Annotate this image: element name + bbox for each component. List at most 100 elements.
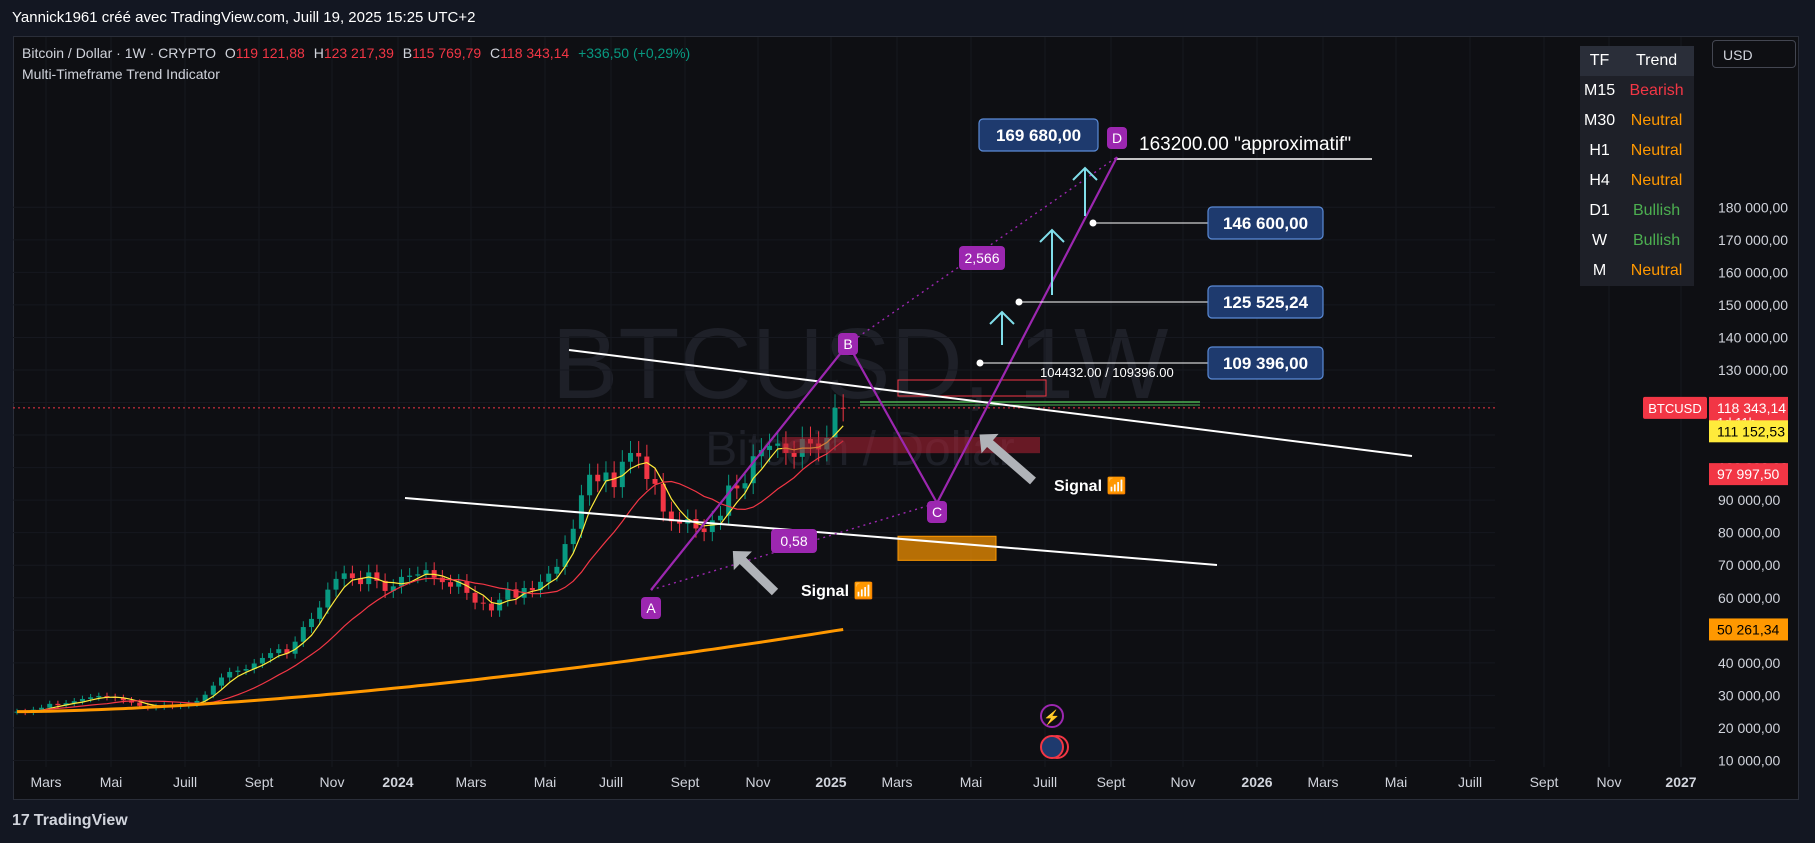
y-tick-label: 70 000,00: [1718, 557, 1780, 573]
candle-body: [243, 669, 249, 671]
tradingview-logo-text: TradingView: [33, 812, 128, 829]
trend-status: Bullish: [1632, 202, 1681, 219]
target-price-box[interactable]: [978, 118, 1099, 152]
x-tick-label: Mai: [534, 774, 557, 790]
x-tick-label: Mars: [1307, 774, 1338, 790]
target-price-box[interactable]: [1207, 346, 1324, 380]
candle-body: [317, 607, 323, 619]
x-tick-label: Mars: [455, 774, 486, 790]
x-axis[interactable]: Mars Mai Juill Sept Nov 2024 Mars Mai Juill Sept N…: [30, 774, 1696, 790]
trend-tf: W: [1592, 232, 1608, 249]
y-tick-label: 180 000,00: [1718, 199, 1788, 215]
x-tick-label: 2025: [815, 774, 846, 790]
ma-fast-line: [16, 425, 844, 713]
candle-body: [660, 483, 666, 512]
x-tick-label: Nov: [320, 774, 345, 790]
candle-body: [791, 452, 797, 457]
price-tag-value: 118 343,14: [1717, 400, 1786, 416]
x-tick-label: Nov: [746, 774, 771, 790]
trend-table: TF Trend M15 Bearish M30 Neutral H1 Neutral H4…: [1580, 46, 1694, 286]
tradingview-logo[interactable]: 17 TradingView: [12, 812, 128, 830]
candle-body: [398, 576, 404, 587]
candle-body: [104, 696, 110, 698]
candle-body: [734, 485, 740, 489]
high-label: H: [313, 45, 324, 61]
y-tick-label: 60 000,00: [1718, 590, 1780, 606]
x-tick-label: Nov: [1597, 774, 1622, 790]
target-price-box[interactable]: [1207, 285, 1324, 319]
candle-body: [587, 474, 593, 496]
candle-body: [390, 586, 396, 591]
x-tick-label: 2026: [1241, 774, 1272, 790]
x-tick-label: Nov: [1171, 774, 1196, 790]
x-tick-label: 2027: [1665, 774, 1696, 790]
price-tag-value: 111 152,53: [1717, 423, 1785, 439]
candle-body: [456, 581, 462, 587]
upper-trendline: [568, 349, 1413, 457]
candle-body: [570, 528, 576, 545]
x-tick-label: Mars: [30, 774, 61, 790]
symbol-tag: [1643, 396, 1707, 419]
candle-body: [554, 566, 560, 574]
target-price-box[interactable]: [1207, 206, 1324, 240]
target-dot: [1015, 298, 1023, 306]
candle-body: [767, 445, 773, 451]
trend-row: D1 Bullish: [1580, 196, 1694, 226]
candle-body: [529, 587, 535, 591]
candle-body: [374, 572, 380, 581]
price-tag: [1709, 420, 1788, 443]
x-tick-label: Sept: [671, 774, 700, 790]
candle-body: [333, 578, 339, 590]
candle-body: [840, 407, 846, 409]
trend-row: W Bullish: [1580, 226, 1694, 256]
candle-body: [341, 573, 347, 579]
trend-tf: M30: [1584, 112, 1616, 129]
currency-button[interactable]: USD: [1712, 40, 1796, 68]
projection-arrowhead: [1039, 228, 1065, 243]
projection-arrowhead: [1072, 166, 1098, 181]
target-price-label: 169 680,00: [996, 126, 1081, 145]
lightning-icon[interactable]: [1040, 704, 1064, 728]
x-tick-label: Mai: [960, 774, 983, 790]
candle-body: [96, 696, 102, 698]
trend-status: Bullish: [1632, 232, 1681, 249]
ratio-label: 0,58: [780, 533, 807, 549]
lightning-icon-glyph: ⚡: [1043, 709, 1060, 726]
plot-area: [13, 394, 1495, 716]
y-tick-label: 30 000,00: [1718, 687, 1780, 703]
trend-status: Neutral: [1630, 112, 1683, 129]
candle-body: [292, 641, 298, 654]
candle-body: [349, 573, 355, 579]
candle-body: [120, 697, 126, 701]
chart-frame[interactable]: [13, 36, 1799, 800]
trend-tf: D1: [1589, 202, 1610, 219]
symbol-name[interactable]: Bitcoin / Dollar · 1W · CRYPTO: [22, 45, 216, 61]
ratio-label: 2,566: [964, 250, 999, 266]
pattern-point-badge: [838, 333, 858, 355]
candle-body: [210, 685, 216, 695]
pattern-point-label: B: [843, 336, 852, 352]
x-tick-label: Juill: [173, 774, 197, 790]
candle-body: [202, 694, 208, 701]
pattern-point-badge: [927, 501, 947, 523]
trend-status: Neutral: [1630, 142, 1683, 159]
footer-bar: [0, 800, 1815, 843]
trend-status: Neutral: [1630, 172, 1683, 189]
candle-body: [562, 544, 568, 567]
candle-body: [47, 703, 53, 708]
indicator-name[interactable]: Multi-Timeframe Trend Indicator: [22, 66, 220, 82]
candle-body: [308, 618, 314, 628]
candle-body: [628, 452, 633, 462]
y-tick-label: 170 000,00: [1718, 232, 1788, 248]
close-label: C: [490, 45, 501, 61]
candle-body: [251, 663, 257, 670]
y-tick-label: 20 000,00: [1718, 720, 1780, 736]
candle-body: [652, 478, 658, 484]
candle-body: [480, 602, 486, 604]
us-flag-icon[interactable]: [1040, 735, 1064, 759]
y-tick-label: 140 000,00: [1718, 329, 1788, 345]
y-tick-label: 130 000,00: [1718, 362, 1788, 378]
trend-row: M30 Neutral: [1580, 106, 1694, 136]
